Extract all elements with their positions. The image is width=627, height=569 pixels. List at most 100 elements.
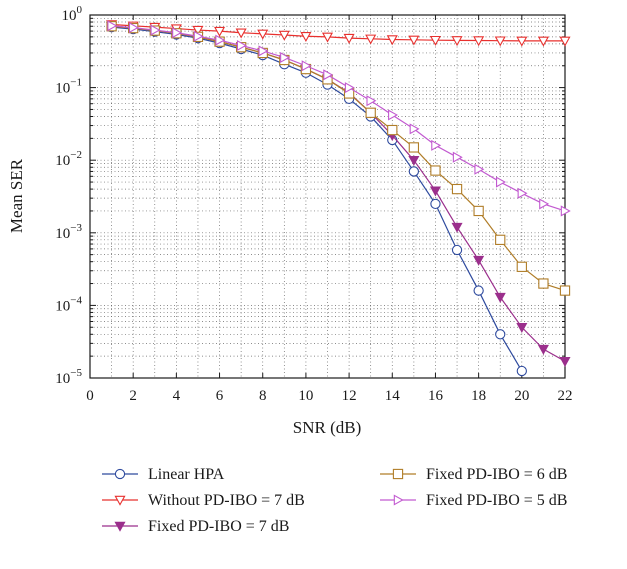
legend-label: Linear HPA: [148, 466, 225, 483]
data-point: [172, 27, 183, 39]
data-point: [517, 187, 528, 199]
data-point: [257, 29, 269, 40]
legend-label: Fixed PD-IBO = 6 dB: [426, 466, 567, 483]
data-point: [537, 344, 549, 355]
data-point: [278, 30, 290, 41]
data-point: [408, 155, 420, 166]
data-point: [494, 36, 506, 47]
data-point: [539, 198, 550, 210]
data-point: [430, 165, 441, 176]
data-point: [494, 292, 506, 303]
legend: Linear HPA Fixed PD-IBO = 6 dB Without PD-…: [102, 466, 567, 535]
x-tick-label: 8: [259, 388, 267, 404]
legend-item: Linear HPA: [102, 466, 225, 483]
y-tick-label: 10−1: [55, 77, 82, 97]
data-point: [408, 35, 420, 46]
data-point: [387, 124, 398, 136]
data-point: [366, 95, 377, 107]
data-point: [559, 36, 571, 47]
grid-lines: [90, 15, 565, 378]
series-5: [107, 20, 571, 217]
data-point: [236, 39, 247, 52]
data-point: [214, 26, 226, 37]
series-4: [106, 21, 571, 296]
data-point: [128, 22, 139, 34]
series-layer: [106, 20, 571, 377]
y-tick-label: 10−5: [55, 367, 82, 387]
legend-item: Fixed PD-IBO = 7 dB: [102, 518, 289, 535]
data-point: [258, 45, 269, 57]
data-point: [386, 35, 398, 46]
legend-label: Fixed PD-IBO = 5 dB: [426, 492, 567, 509]
data-point: [408, 166, 420, 177]
data-point: [451, 244, 463, 256]
data-point: [431, 139, 442, 151]
legend-marker: [114, 468, 126, 480]
x-tick-label: 0: [86, 388, 94, 404]
x-tick-label: 4: [173, 388, 181, 404]
data-point: [409, 123, 420, 135]
data-point: [495, 234, 506, 245]
series-line: [111, 25, 566, 212]
data-point: [537, 36, 549, 47]
data-point: [280, 51, 291, 64]
x-tick-label: 22: [558, 388, 573, 404]
data-point: [559, 285, 571, 296]
x-tick-label: 12: [342, 388, 357, 404]
x-tick-label: 16: [428, 388, 444, 404]
x-tick-label: 6: [216, 388, 224, 404]
axis-ticks: [89, 14, 566, 379]
legend-marker: [393, 494, 404, 506]
data-point: [559, 357, 571, 368]
data-point: [388, 109, 399, 121]
data-point: [343, 33, 355, 44]
data-point: [451, 222, 463, 233]
data-point: [451, 36, 463, 47]
legend-item: Fixed PD-IBO = 6 dB: [380, 466, 567, 483]
series-line: [111, 26, 523, 372]
data-point: [430, 198, 441, 210]
data-point: [321, 32, 334, 43]
y-tick-labels: 100 10−1 10−2 10−3 10−4 10−5: [55, 4, 82, 387]
data-point: [300, 32, 312, 42]
legend-label: Without PD-IBO = 7 dB: [148, 492, 305, 509]
data-point: [323, 69, 334, 81]
x-tick-label: 18: [471, 388, 486, 404]
data-point: [150, 24, 161, 36]
legend-item: Without PD-IBO = 7 dB: [102, 492, 305, 509]
data-point: [495, 176, 506, 188]
data-point: [235, 28, 247, 39]
data-point: [192, 25, 204, 36]
data-point: [473, 205, 484, 217]
data-point: [451, 183, 463, 195]
data-point: [215, 34, 226, 46]
plot-frame: [89, 14, 566, 379]
data-point: [193, 30, 204, 42]
data-point: [344, 82, 355, 94]
data-point: [429, 186, 441, 197]
data-point: [473, 36, 485, 47]
data-point: [516, 323, 528, 333]
data-point: [473, 255, 485, 266]
legend-label: Fixed PD-IBO = 7 dB: [148, 518, 289, 535]
x-tick-labels: 0 2 4 6 8 10 12 14 16 18 20 22: [86, 388, 572, 404]
data-point: [516, 261, 527, 272]
series-line: [111, 25, 566, 362]
x-axis-label: SNR (dB): [293, 418, 361, 437]
legend-marker: [114, 521, 126, 532]
series-1: [106, 22, 527, 377]
series-line: [111, 23, 565, 42]
data-point: [365, 107, 376, 118]
legend-marker: [392, 468, 404, 480]
data-point: [495, 329, 506, 340]
data-point: [560, 205, 571, 217]
data-point: [365, 34, 377, 45]
data-point: [473, 285, 484, 296]
data-point: [429, 35, 441, 46]
y-tick-label: 10−2: [55, 149, 82, 169]
y-tick-label: 10−4: [55, 294, 82, 314]
legend-marker: [114, 495, 126, 506]
data-point: [301, 60, 312, 72]
y-tick-label: 10−3: [55, 222, 82, 242]
